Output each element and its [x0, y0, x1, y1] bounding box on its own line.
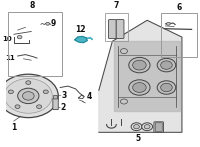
- Circle shape: [129, 57, 150, 73]
- Circle shape: [120, 49, 127, 54]
- Text: 4: 4: [86, 92, 92, 101]
- Text: 3: 3: [61, 91, 66, 100]
- FancyBboxPatch shape: [116, 20, 124, 39]
- Circle shape: [157, 81, 176, 94]
- FancyBboxPatch shape: [109, 20, 116, 39]
- Text: 2: 2: [61, 103, 66, 112]
- Circle shape: [161, 61, 172, 69]
- Text: 12: 12: [75, 25, 86, 34]
- Bar: [8, 12, 62, 76]
- Circle shape: [166, 22, 170, 25]
- Bar: [161, 13, 197, 57]
- Polygon shape: [99, 20, 182, 132]
- Text: 1: 1: [11, 122, 16, 132]
- Circle shape: [157, 58, 176, 72]
- Circle shape: [26, 81, 31, 84]
- FancyBboxPatch shape: [155, 123, 162, 131]
- Polygon shape: [114, 41, 180, 111]
- Circle shape: [142, 123, 153, 131]
- Polygon shape: [75, 36, 87, 43]
- Circle shape: [46, 22, 50, 25]
- Circle shape: [134, 125, 139, 129]
- Circle shape: [0, 74, 58, 118]
- Circle shape: [43, 90, 48, 94]
- Text: 10: 10: [2, 35, 12, 41]
- Text: 9: 9: [51, 19, 56, 28]
- Circle shape: [133, 83, 146, 92]
- FancyBboxPatch shape: [54, 95, 57, 99]
- Text: 8: 8: [30, 1, 35, 10]
- Circle shape: [15, 105, 20, 108]
- Circle shape: [131, 123, 142, 131]
- Circle shape: [8, 90, 13, 94]
- Circle shape: [120, 99, 127, 104]
- Circle shape: [161, 83, 172, 92]
- Circle shape: [129, 80, 150, 95]
- Text: 11: 11: [6, 55, 15, 61]
- Text: 7: 7: [114, 1, 119, 10]
- Circle shape: [17, 35, 22, 39]
- FancyBboxPatch shape: [154, 122, 164, 132]
- Circle shape: [22, 92, 34, 100]
- Bar: [105, 13, 128, 41]
- Circle shape: [133, 60, 146, 70]
- Circle shape: [18, 88, 39, 104]
- Text: 6: 6: [176, 3, 181, 12]
- Circle shape: [37, 105, 42, 108]
- Circle shape: [144, 125, 150, 129]
- FancyBboxPatch shape: [53, 98, 58, 110]
- Text: 5: 5: [136, 134, 141, 143]
- Circle shape: [4, 78, 52, 113]
